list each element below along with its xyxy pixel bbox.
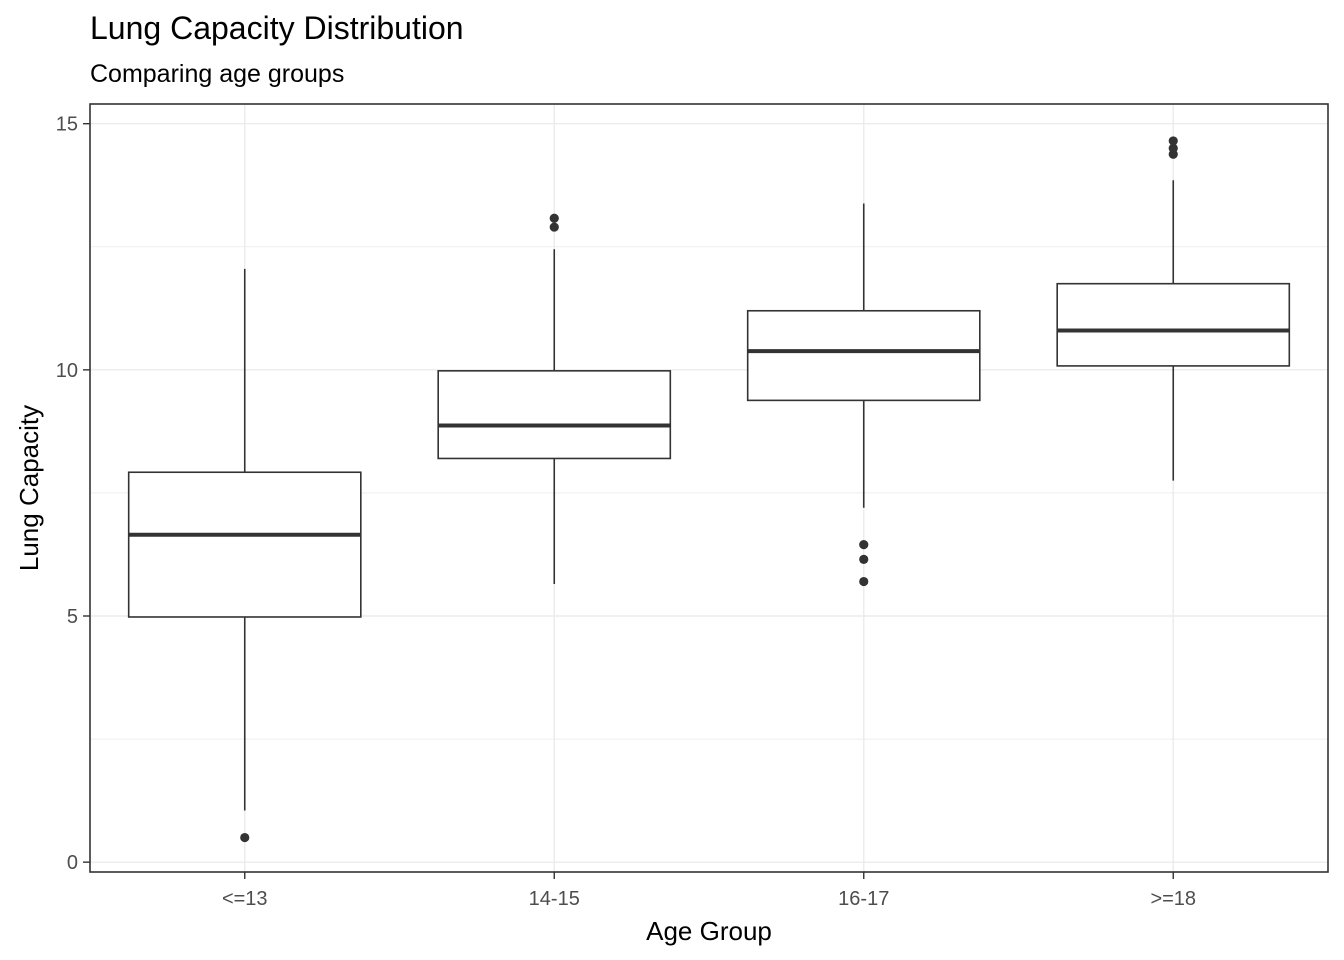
chart-subtitle: Comparing age groups [90, 60, 345, 88]
outlier-point [859, 540, 869, 550]
outlier-point [549, 213, 559, 223]
outlier-point [859, 576, 869, 587]
x-tick-label: 16-17 [838, 888, 889, 910]
box-1 [127, 268, 362, 843]
x-tick-label: <=13 [222, 888, 268, 910]
outlier-point [549, 222, 559, 232]
outlier-point [1168, 143, 1178, 153]
outlier-point [240, 832, 250, 843]
x-axis-title: Age Group [646, 916, 772, 946]
iqr-box [437, 370, 672, 460]
y-axis-title: Lung Capacity [14, 405, 44, 571]
box-3 [746, 203, 981, 587]
outlier-point [1168, 136, 1178, 146]
iqr-box [1056, 282, 1291, 367]
x-tick-label: >=18 [1150, 888, 1196, 910]
outlier-point [859, 554, 869, 564]
box-2 [437, 213, 672, 584]
iqr-box [746, 309, 981, 402]
y-tick-label: 15 [56, 114, 78, 136]
iqr-box [127, 471, 362, 618]
box-4 [1056, 136, 1291, 481]
y-tick-label: 0 [67, 852, 78, 874]
x-tick-label: 14-15 [529, 888, 580, 910]
y-tick-label: 10 [56, 360, 78, 382]
chart-title: Lung Capacity Distribution [90, 10, 464, 46]
boxes [127, 136, 1291, 843]
axes: 0 5 10 15 <=13 14-15 16-17 >=18 [56, 114, 1196, 910]
panel-border [89, 103, 1329, 873]
y-tick-label: 5 [67, 606, 78, 628]
